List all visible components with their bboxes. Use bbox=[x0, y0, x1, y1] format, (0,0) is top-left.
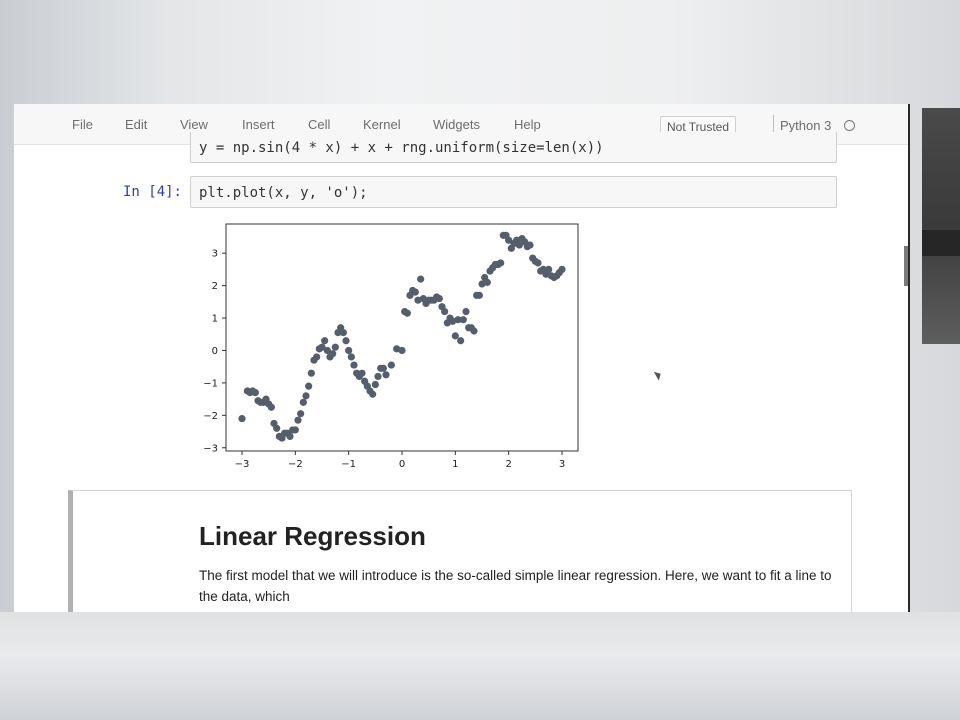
data-point bbox=[545, 265, 553, 273]
data-point bbox=[417, 275, 425, 283]
data-point bbox=[286, 432, 294, 441]
data-point bbox=[505, 236, 513, 244]
menu-bar: File Edit View Insert Cell Kernel Widget… bbox=[14, 104, 908, 145]
data-point bbox=[403, 309, 411, 317]
menu-view[interactable]: View bbox=[180, 117, 208, 132]
data-point bbox=[459, 316, 467, 324]
side-window bbox=[922, 108, 960, 344]
x-tick-label: 1 bbox=[452, 459, 458, 470]
data-point bbox=[318, 343, 326, 351]
data-point bbox=[347, 353, 355, 361]
data-point bbox=[526, 241, 534, 249]
x-tick-label: −3 bbox=[235, 459, 250, 470]
y-tick-label: 0 bbox=[212, 346, 218, 357]
menu-edit[interactable]: Edit bbox=[125, 117, 148, 132]
menu-help[interactable]: Help bbox=[514, 117, 541, 132]
x-tick-label: −1 bbox=[341, 459, 356, 470]
data-point bbox=[302, 392, 310, 400]
data-point bbox=[267, 403, 275, 411]
data-point bbox=[475, 291, 483, 299]
data-point bbox=[441, 307, 449, 316]
data-point bbox=[339, 329, 347, 337]
scatter-plot: −3 −2 −1 0 1 2 3 −3 −2 −1 0 1 2 3 bbox=[203, 223, 579, 470]
menu-file[interactable]: File bbox=[72, 117, 93, 132]
data-point bbox=[331, 343, 339, 351]
input-prompt: In [4]: bbox=[122, 184, 182, 200]
data-point bbox=[350, 361, 358, 369]
data-point bbox=[483, 278, 491, 286]
notebook-window: File Edit View Insert Cell Kernel Widget… bbox=[14, 104, 910, 612]
data-point bbox=[497, 259, 505, 267]
data-point bbox=[294, 416, 302, 424]
data-point bbox=[411, 288, 419, 296]
previous-code-cell[interactable]: y = np.sin(4 * x) + x + rng.uniform(size… bbox=[190, 132, 837, 163]
data-point bbox=[435, 294, 443, 303]
data-point bbox=[470, 327, 478, 335]
data-point bbox=[398, 346, 406, 355]
menu-separator bbox=[773, 115, 774, 137]
data-point bbox=[273, 424, 281, 432]
code-line: y = np.sin(4 * x) + x + rng.uniform(size… bbox=[199, 140, 604, 156]
menu-widgets[interactable]: Widgets bbox=[433, 117, 480, 132]
data-point bbox=[342, 337, 350, 345]
data-point bbox=[297, 410, 305, 418]
data-point bbox=[358, 369, 366, 377]
x-tick-label: 2 bbox=[505, 459, 511, 470]
data-point bbox=[323, 346, 331, 355]
data-point bbox=[251, 389, 259, 397]
section-heading: Linear Regression bbox=[199, 521, 426, 551]
code-line: plt.plot(x, y, 'o'); bbox=[199, 185, 368, 201]
data-point bbox=[369, 390, 377, 398]
plot-frame bbox=[225, 223, 579, 452]
data-point bbox=[374, 372, 382, 381]
data-point bbox=[305, 382, 313, 390]
data-point bbox=[299, 398, 307, 406]
data-point bbox=[457, 337, 465, 345]
y-tick-label: −2 bbox=[203, 411, 218, 422]
data-point bbox=[371, 380, 379, 389]
kernel-name: Python 3 bbox=[780, 118, 832, 133]
paragraph: The first model that we will introduce i… bbox=[199, 568, 832, 604]
data-point bbox=[307, 369, 315, 377]
menu-kernel[interactable]: Kernel bbox=[363, 117, 401, 132]
x-tick-label: 0 bbox=[399, 459, 405, 470]
y-tick-label: −3 bbox=[203, 443, 218, 454]
kernel-idle-icon bbox=[844, 120, 855, 131]
code-cell[interactable]: plt.plot(x, y, 'o'); bbox=[190, 176, 837, 208]
data-point bbox=[462, 307, 470, 316]
data-point bbox=[238, 414, 246, 423]
data-point bbox=[345, 346, 353, 355]
data-point bbox=[387, 361, 395, 369]
scrollbar-thumb[interactable] bbox=[904, 246, 908, 286]
y-tick-label: 3 bbox=[212, 249, 218, 260]
data-point bbox=[291, 426, 299, 434]
data-point bbox=[534, 259, 542, 267]
data-point bbox=[321, 337, 329, 345]
y-tick-label: 1 bbox=[212, 314, 218, 325]
x-tick-label: 3 bbox=[559, 459, 565, 470]
desktop-background-bottom bbox=[0, 612, 960, 720]
data-point bbox=[313, 353, 321, 361]
menu-cell[interactable]: Cell bbox=[308, 117, 331, 132]
data-point bbox=[454, 316, 462, 324]
data-point bbox=[558, 265, 566, 273]
data-point bbox=[379, 364, 387, 372]
x-tick-label: −2 bbox=[288, 459, 303, 470]
y-tick-label: −1 bbox=[203, 378, 218, 389]
data-point bbox=[329, 350, 337, 358]
side-window-bar bbox=[922, 230, 960, 256]
data-point bbox=[515, 241, 523, 249]
menu-insert[interactable]: Insert bbox=[242, 117, 275, 132]
data-point bbox=[382, 371, 390, 379]
markdown-cell[interactable]: Linear Regression The first model that w… bbox=[68, 490, 852, 612]
data-point bbox=[451, 332, 459, 340]
y-tick-label: 2 bbox=[212, 281, 218, 292]
